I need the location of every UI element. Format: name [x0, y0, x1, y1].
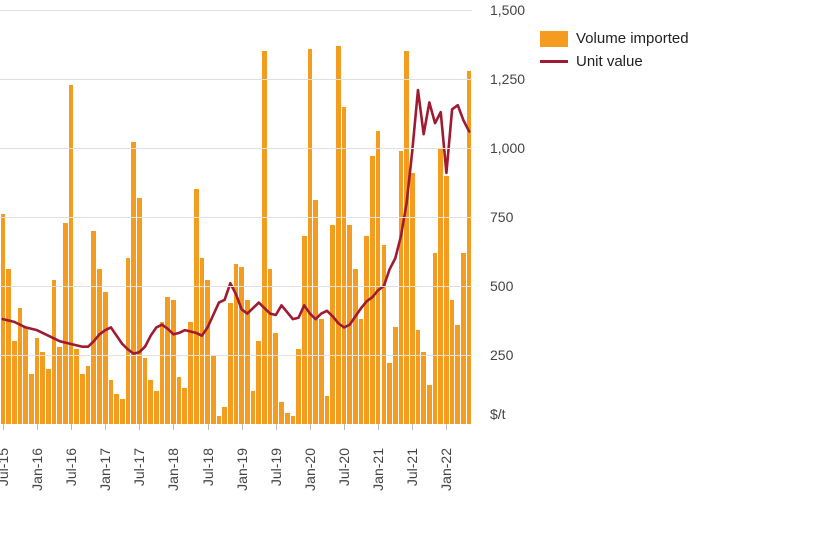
- unit-value-line: [3, 90, 469, 354]
- legend: Volume imported Unit value: [540, 30, 689, 76]
- x-tick-mark: [139, 424, 140, 430]
- x-tick-mark: [208, 424, 209, 430]
- x-tick-mark: [3, 424, 4, 430]
- x-tick-label: Jul-19: [268, 448, 284, 528]
- x-tick-label: Jan-18: [165, 448, 181, 528]
- legend-item: Volume imported: [540, 30, 689, 47]
- legend-label: Volume imported: [576, 30, 689, 47]
- x-tick-mark: [378, 424, 379, 430]
- x-tick-mark: [310, 424, 311, 430]
- gridline: [0, 79, 472, 80]
- x-tick-mark: [412, 424, 413, 430]
- y-tick-label: 500: [490, 278, 513, 294]
- x-tick-label: Jan-21: [370, 448, 386, 528]
- x-tick-label: Jan-16: [29, 448, 45, 528]
- x-tick-mark: [71, 424, 72, 430]
- x-tick-label: Jan-20: [302, 448, 318, 528]
- y-tick-label: 1,000: [490, 140, 525, 156]
- x-tick-label: Jan-22: [438, 448, 454, 528]
- y-tick-label: 250: [490, 347, 513, 363]
- gridline: [0, 355, 472, 356]
- legend-item: Unit value: [540, 53, 689, 70]
- x-tick-mark: [242, 424, 243, 430]
- gridline: [0, 217, 472, 218]
- x-tick-mark: [344, 424, 345, 430]
- y-axis-unit: $/t: [490, 406, 506, 422]
- x-tick-label: Jan-19: [234, 448, 250, 528]
- x-tick-label: Jul-16: [63, 448, 79, 528]
- gridline: [0, 10, 472, 11]
- gridline: [0, 286, 472, 287]
- legend-swatch: [540, 31, 568, 47]
- y-tick-label: 1,500: [490, 2, 525, 18]
- x-tick-label: Jan-17: [97, 448, 113, 528]
- x-tick-mark: [173, 424, 174, 430]
- gridline: [0, 148, 472, 149]
- x-tick-mark: [446, 424, 447, 430]
- chart-container: 250 500 750 1,000 1,250 1,500 $/t Jul-15 Jan-16…: [0, 0, 816, 544]
- plot-area: [0, 10, 472, 424]
- x-tick-label: Jul-21: [404, 448, 420, 528]
- legend-line: [540, 60, 568, 63]
- x-tick-label: Jul-20: [336, 448, 352, 528]
- x-tick-label: Jul-17: [131, 448, 147, 528]
- legend-label: Unit value: [576, 53, 643, 70]
- x-tick-mark: [276, 424, 277, 430]
- y-tick-label: 1,250: [490, 71, 525, 87]
- y-tick-label: 750: [490, 209, 513, 225]
- x-tick-mark: [37, 424, 38, 430]
- x-tick-mark: [105, 424, 106, 430]
- x-tick-label: Jul-15: [0, 448, 11, 528]
- x-tick-label: Jul-18: [200, 448, 216, 528]
